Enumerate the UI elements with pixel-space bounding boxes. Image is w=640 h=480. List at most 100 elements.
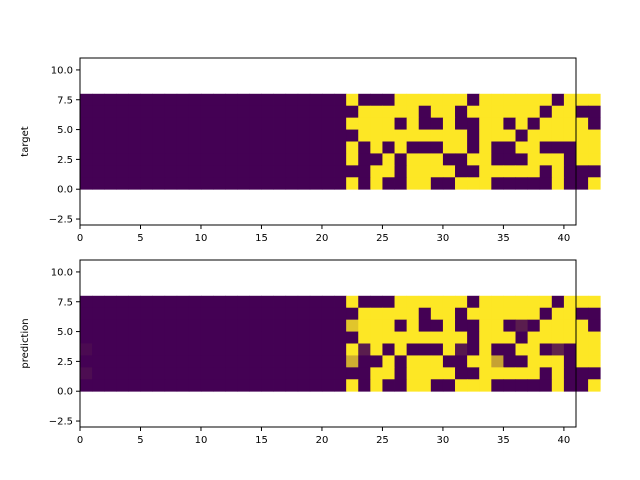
heatmap-cell: [200, 319, 214, 332]
heatmap-cell: [334, 141, 347, 154]
heatmap-cell: [261, 105, 274, 119]
heatmap-cell: [249, 105, 262, 119]
heatmap-cell: [479, 129, 492, 142]
heatmap-cell: [334, 153, 347, 166]
heatmap-cell: [309, 379, 323, 392]
heatmap-cell: [128, 93, 141, 107]
heatmap-cell: [249, 355, 262, 368]
heatmap-cell: [321, 129, 335, 142]
y-tick-label: 7.5: [57, 297, 73, 308]
heatmap-cell: [237, 165, 250, 178]
y-tick-label: 10.0: [51, 65, 73, 76]
heatmap-cell: [176, 295, 190, 309]
heatmap-cell: [430, 105, 444, 119]
heatmap-cell: [152, 177, 166, 190]
heatmap-cell: [370, 331, 383, 344]
heatmap-cell: [406, 319, 420, 332]
heatmap-cell: [527, 379, 541, 392]
heatmap-cell: [467, 331, 480, 344]
heatmap-cell: [249, 295, 262, 309]
heatmap-cell: [467, 355, 480, 368]
heatmap-cell: [176, 355, 190, 368]
heatmap-cell: [140, 331, 153, 344]
heatmap-cell: [285, 105, 299, 119]
heatmap-cell: [128, 331, 141, 344]
heatmap-cell: [588, 367, 601, 380]
heatmap-cell: [188, 117, 202, 130]
heatmap-cell: [152, 117, 166, 130]
heatmap-cell: [479, 379, 492, 392]
heatmap-cell: [285, 141, 299, 154]
heatmap-cell: [418, 153, 432, 166]
heatmap-cell: [394, 165, 408, 178]
heatmap-cell: [104, 379, 117, 392]
heatmap-cell: [200, 105, 214, 119]
heatmap-cell: [188, 367, 202, 380]
heatmap-cell: [479, 295, 492, 309]
heatmap-cell: [406, 93, 420, 107]
heatmap-cell: [539, 117, 553, 130]
x-tick-label: 20: [316, 233, 329, 244]
heatmap-cell: [394, 379, 408, 392]
heatmap-cell: [358, 367, 371, 380]
heatmap-cell: [370, 141, 383, 154]
heatmap-cell: [225, 343, 238, 356]
heatmap-cell: [200, 379, 214, 392]
heatmap-cell: [104, 355, 117, 368]
heatmap-cell: [539, 379, 553, 392]
heatmap-cell: [164, 307, 178, 321]
heatmap-cell: [563, 367, 577, 380]
heatmap-cell: [92, 165, 105, 178]
heatmap-cell: [576, 141, 589, 154]
heatmap-cell: [467, 105, 480, 119]
heatmap-cell: [563, 355, 577, 368]
heatmap-cell: [176, 165, 190, 178]
heatmap-cell: [576, 129, 589, 142]
heatmap-cell: [503, 177, 516, 190]
heatmap-cell: [92, 331, 105, 344]
heatmap-cell: [285, 307, 299, 321]
heatmap-cell: [237, 355, 250, 368]
heatmap-cell: [200, 117, 214, 130]
x-tick-label: 15: [255, 233, 268, 244]
heatmap-cell: [80, 117, 93, 130]
heatmap-cell: [515, 141, 529, 154]
heatmap-cell: [309, 331, 323, 344]
heatmap-cell: [334, 355, 347, 368]
heatmap-cell: [515, 165, 529, 178]
heatmap-cell: [116, 379, 129, 392]
heatmap-cell: [273, 165, 287, 178]
heatmap-cell: [539, 105, 553, 119]
heatmap-cell: [273, 129, 287, 142]
heatmap-cell: [334, 165, 347, 178]
heatmap-cell: [442, 177, 456, 190]
heatmap-cell: [455, 295, 468, 309]
heatmap-cell: [200, 295, 214, 309]
heatmap-cell: [116, 343, 129, 356]
heatmap-cell: [261, 343, 274, 356]
heatmap-cell: [455, 331, 468, 344]
heatmap-cell: [116, 129, 129, 142]
heatmap-cell: [176, 129, 190, 142]
heatmap-cell: [140, 343, 153, 356]
heatmap-cell: [394, 141, 408, 154]
heatmap-cells: [80, 93, 601, 190]
y-tick-label: 5.0: [57, 125, 73, 136]
heatmap-cell: [225, 355, 238, 368]
heatmap-cell: [491, 93, 504, 107]
heatmap-cell: [491, 295, 504, 309]
heatmap-cell: [406, 367, 420, 380]
heatmap-cell: [442, 141, 456, 154]
heatmap-cell: [358, 343, 371, 356]
heatmap-cell: [321, 105, 335, 119]
heatmap-cell: [309, 295, 323, 309]
heatmap-cell: [152, 307, 166, 321]
heatmap-cell: [539, 331, 553, 344]
heatmap-cell: [551, 165, 565, 178]
heatmap-cell: [104, 93, 117, 107]
heatmap-cell: [491, 331, 504, 344]
heatmap-cell: [80, 165, 93, 178]
heatmap-cell: [346, 93, 359, 107]
heatmap-cell: [370, 307, 383, 321]
heatmap-cell: [394, 177, 408, 190]
